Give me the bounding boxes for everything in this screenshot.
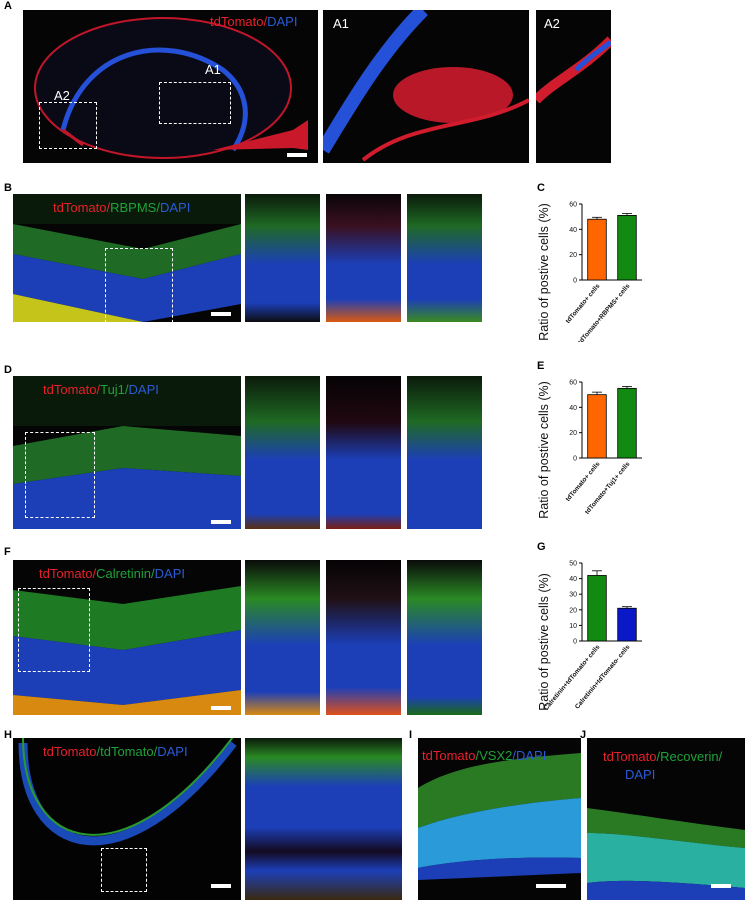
panel-i-marker-title: tdTomato/VSX2/DAPI [422,748,547,763]
panel-i-image: tdTomato/VSX2/DAPI [418,738,581,900]
panel-a1-label: A1 [333,16,349,31]
panel-a2-label: A2 [544,16,560,31]
retina-layers-d [13,376,241,529]
panel-d-marker-title: tdTomato/Tuj1/DAPI [43,382,159,397]
panel-a-roi-a2-label: A2 [54,88,70,103]
chart-bar [617,387,637,459]
bar-chart-g: Ratio of postive cells (%) 0 10 20 30 40 50 Cal… [537,561,642,712]
chart-bar [587,394,607,459]
panel-label-h: H [4,729,12,741]
chart-ytick-label: 40 [569,405,577,412]
panel-j-marker-title: tdTomato/Recoverin/DAPI [603,749,723,782]
chart-bar [617,607,637,642]
chart-category-label: Calretinin+tdTomato+ cells [543,644,602,712]
panel-b-marker-title: tdTomato/RBPMS/DAPI [53,200,191,215]
chart-ylabel: Ratio of postive cells (%) [537,381,551,519]
panel-a-main-image: tdTomato/DAPI A1 A2 [23,10,318,163]
scale-bar [211,706,231,710]
chart-ylabel: Ratio of postive cells (%) [537,573,551,711]
scale-bar [211,312,231,316]
chart-ytick-label: 60 [569,380,577,387]
panel-a1-inset: A1 [323,10,529,163]
retina-layers-i [418,753,581,880]
panel-label-i: I [409,729,413,741]
panel-b-roi [105,248,173,322]
chart-ytick-label: 30 [569,592,577,599]
chart-ytick-label: 0 [573,639,577,646]
panel-label-j: J [580,729,587,741]
inset-a1-image [323,10,529,162]
panel-f-main-image: tdTomato/Calretinin/DAPI [13,560,241,715]
panel-d-inset-green [407,376,482,529]
panel-b-inset-red [326,194,401,322]
panel-label-e: E [537,360,545,372]
chart-category-label: tdTomato+RBPMS+ cells [577,282,632,342]
chart-ytick-label: 0 [573,278,577,285]
retina-layers-b [13,194,241,322]
chart-ytick-label: 50 [569,561,577,568]
scale-bar [287,153,307,157]
panel-label-a: A [4,0,12,12]
inset-a2-image [536,36,611,104]
chart-ytick-label: 20 [569,607,577,614]
chart-ytick-label: 20 [569,430,577,437]
panel-d-main-image: tdTomato/Tuj1/DAPI [13,376,241,529]
panel-f-marker-title: tdTomato/Calretinin/DAPI [39,566,185,581]
panel-f-roi [18,588,90,672]
panel-f-inset-red [326,560,401,715]
chart-ytick-label: 60 [569,202,577,209]
retina-layers-j [587,808,745,900]
panel-a-roi-a2 [39,102,97,149]
panel-label-c: C [537,182,545,194]
chart-ytick-label: 0 [573,456,577,463]
panel-h-inset [245,738,402,900]
scale-bar [211,884,231,888]
panel-label-f: F [4,546,11,558]
scale-bar [536,884,566,888]
chart-ytick-label: 10 [569,623,577,630]
chart-ytick-label: 40 [569,576,577,583]
chart-ytick-label: 40 [569,227,577,234]
panel-h-marker-title: tdTomato/tdTomato/DAPI [43,744,188,759]
panel-b-inset-green [407,194,482,322]
retina-layers-f [13,586,241,715]
panel-label-g: G [537,541,546,553]
panel-j-image: tdTomato/Recoverin/DAPI [587,738,745,900]
chart-bar [587,575,607,642]
panel-a2-inset: A2 [536,10,611,163]
chart-bar [587,218,607,281]
panel-a-roi-a1 [159,82,231,124]
panel-b-inset-merge [245,194,320,322]
scale-bar [711,884,731,888]
chart-ytick-label: 20 [569,252,577,259]
bar-chart-c: Ratio of postive cells (%) 0 20 40 60 tdTomat… [537,202,642,342]
panel-label-b: B [4,182,12,194]
panel-h-roi [101,848,147,892]
bar-chart-e: Ratio of postive cells (%) 0204060tdTomat… [537,380,642,519]
chart-ylabel: Ratio of postive cells (%) [537,203,551,341]
chart-category-label: Calretinin+tdTomato- cells [574,643,632,710]
panel-d-inset-red [326,376,401,529]
panel-a-roi-a1-label: A1 [205,62,221,77]
panel-h-main-image: tdTomato/tdTomato/DAPI [13,738,241,900]
panel-d-roi [25,432,95,518]
panel-b-main-image: tdTomato/RBPMS/DAPI [13,194,241,322]
chart-bar [617,214,637,281]
panel-a-marker-title: tdTomato/DAPI [210,14,298,29]
panel-f-inset-merge [245,560,320,715]
retina-section-h [18,738,237,846]
panel-f-inset-green [407,560,482,715]
scale-bar [211,520,231,524]
panel-label-d: D [4,364,12,376]
panel-d-inset-merge [245,376,320,529]
